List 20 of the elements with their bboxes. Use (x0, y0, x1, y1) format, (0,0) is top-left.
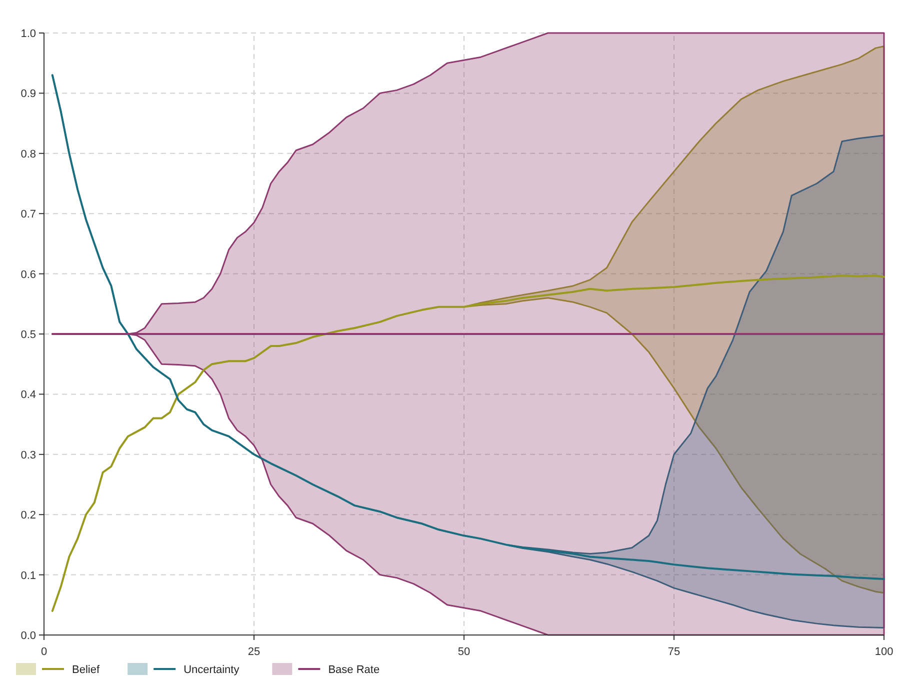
x-tick-label: 25 (248, 646, 260, 658)
legend-label: Uncertainty (184, 664, 240, 676)
y-tick-label: 0.3 (20, 449, 36, 462)
x-tick-label: 75 (668, 646, 680, 658)
x-tick-label: 50 (458, 646, 470, 658)
y-tick-label: 0.2 (20, 510, 36, 522)
y-tick-label: 0.6 (20, 268, 36, 281)
y-tick-label: 1.0 (20, 28, 36, 40)
y-tick-label: 0.7 (20, 208, 36, 221)
y-tick-label: 0.8 (20, 148, 36, 160)
x-tick-label: 100 (874, 646, 894, 658)
y-tick-label: 0.4 (20, 389, 36, 402)
line-series (51, 274, 885, 612)
legend-label: Base Rate (328, 664, 380, 676)
y-tick-label: 0.9 (20, 88, 36, 100)
x-tick-label: 0 (40, 646, 48, 658)
y-tick-label: 0.0 (20, 630, 36, 642)
y-tick-label: 0.1 (20, 570, 36, 582)
legend-label: Belief (72, 664, 100, 676)
y-tick-label: 0.5 (20, 329, 36, 341)
